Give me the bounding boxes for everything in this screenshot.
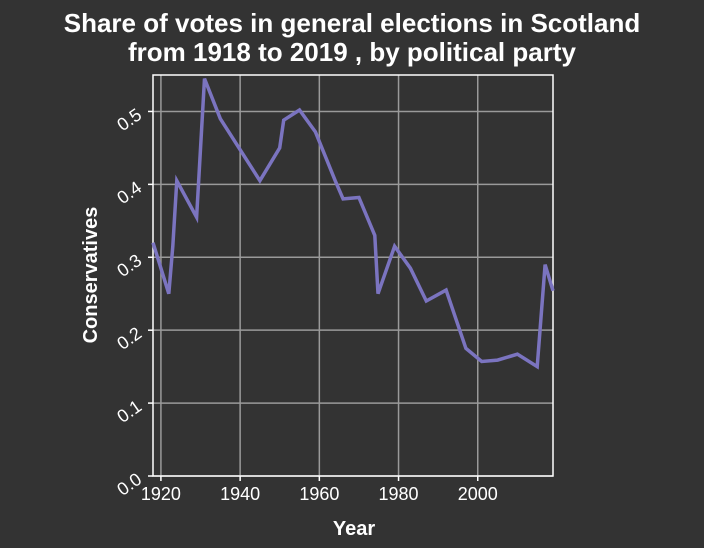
y-axis-label: Conservatives	[80, 207, 102, 344]
y-tick-label: 0.3	[113, 250, 145, 281]
x-axis-label: Year	[333, 518, 375, 540]
y-tick-label: 0.4	[113, 177, 145, 208]
x-tick-label: 1980	[379, 484, 419, 504]
plot-area-frame	[152, 74, 554, 477]
x-tick-label: 1920	[141, 484, 181, 504]
grid-lines	[153, 75, 553, 477]
x-axis-ticks: 1920 1940 1960 1980 2000	[141, 476, 498, 504]
y-axis-ticks: 0.00.10.20.30.40.5	[113, 104, 153, 500]
x-tick-label: 1940	[220, 484, 260, 504]
y-tick-label: 0.2	[113, 323, 145, 354]
y-tick-label: 0.1	[113, 396, 145, 427]
series-line-conservatives	[151, 77, 555, 370]
x-tick-label: 2000	[458, 484, 498, 504]
chart-title-line-2: from 1918 to 2019 , by political party	[128, 37, 576, 67]
x-tick-label: 1960	[299, 484, 339, 504]
chart-title-line-1: Share of votes in general elections in S…	[64, 8, 640, 38]
y-tick-label: 0.5	[113, 104, 145, 135]
